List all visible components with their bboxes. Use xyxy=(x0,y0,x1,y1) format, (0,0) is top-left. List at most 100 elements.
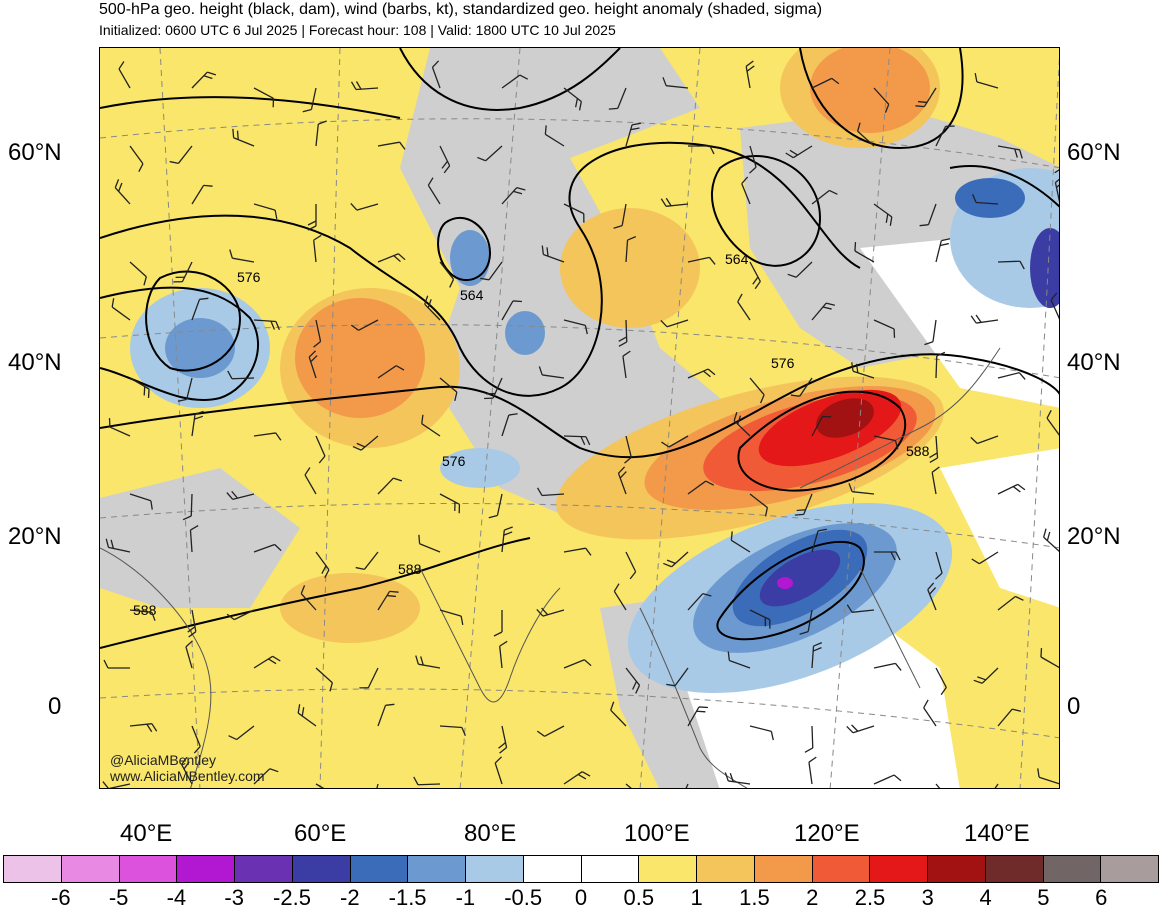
colorbar-label: -4 xyxy=(166,885,187,910)
wind-barb xyxy=(232,128,255,147)
wind-barb xyxy=(1050,292,1059,321)
wind-barb xyxy=(625,667,641,694)
lat-label-left: 40°N xyxy=(8,349,62,376)
wind-barb xyxy=(315,120,327,147)
wind-barb xyxy=(499,640,508,669)
wind-barb xyxy=(439,725,466,737)
wind-barb xyxy=(873,435,899,450)
warm-anomaly xyxy=(810,48,930,133)
wind-barb xyxy=(857,122,875,147)
wind-barb xyxy=(687,256,716,265)
wind-barb xyxy=(687,593,712,611)
wind-barb xyxy=(997,708,1021,727)
wind-barb xyxy=(359,667,379,689)
cool-anomaly xyxy=(759,549,841,607)
wind-barb xyxy=(315,435,326,464)
contour-label: 576 xyxy=(237,269,261,285)
wind-barb xyxy=(377,141,406,150)
colorbar-swatch xyxy=(1043,856,1102,882)
wind-barb xyxy=(350,203,379,211)
lat-label-right: 40°N xyxy=(1067,349,1121,376)
cool-anomaly xyxy=(450,230,490,286)
wind-barb xyxy=(873,662,902,671)
wind-barb xyxy=(935,238,951,263)
contour-label: 576 xyxy=(771,355,795,371)
wind-barb xyxy=(927,582,937,611)
colorbar-swatch xyxy=(177,856,235,882)
wind-barb xyxy=(253,655,281,669)
wind-barb xyxy=(302,87,317,113)
colorbar-swatch xyxy=(119,856,178,882)
colorbar-label: -2 xyxy=(340,885,360,910)
colorbar-label: -6 xyxy=(51,885,71,910)
wind-barb xyxy=(935,667,947,696)
wind-barb xyxy=(1037,768,1059,785)
wind-barb xyxy=(253,319,280,331)
wind-barb xyxy=(749,493,768,517)
wind-barb xyxy=(129,493,153,510)
wind-barb xyxy=(919,203,937,227)
contour-label: 588 xyxy=(398,561,422,577)
wind-barb xyxy=(749,609,771,629)
wind-barb xyxy=(488,493,503,519)
cool-anomaly xyxy=(777,577,793,589)
graticule xyxy=(100,48,1059,788)
wind-barb xyxy=(169,145,193,164)
wind-barb xyxy=(873,87,890,113)
wind-barb xyxy=(538,366,565,379)
wind-barb xyxy=(191,725,201,754)
colorbar-label: -1.5 xyxy=(388,885,427,910)
wind-barb xyxy=(494,756,503,785)
wind-barb xyxy=(727,651,751,669)
wind-barb xyxy=(103,659,130,669)
wind-barb xyxy=(997,260,1025,270)
colorbar-swatch xyxy=(985,856,1044,882)
wind-barb xyxy=(307,204,317,231)
wind-barb xyxy=(972,193,999,205)
wind-barb xyxy=(848,483,875,495)
wind-barb xyxy=(418,534,441,553)
wind-barb xyxy=(666,667,689,687)
wind-barb xyxy=(851,362,875,379)
wind-barb xyxy=(745,60,755,89)
wind-barb xyxy=(749,261,761,290)
wind-barb xyxy=(350,81,379,91)
colorbar-swatch xyxy=(1101,856,1158,882)
wind-barb xyxy=(1040,648,1059,669)
wind-barb xyxy=(253,203,278,219)
wind-barb xyxy=(191,410,204,437)
colorbar-label: 2.5 xyxy=(854,885,886,910)
wind-barb xyxy=(929,435,939,464)
wind-barb xyxy=(129,145,144,173)
wind-barb xyxy=(997,372,1026,380)
wind-barb xyxy=(439,261,455,288)
wind-barb xyxy=(129,377,150,398)
lon-label: 60°E xyxy=(294,820,347,847)
wind-barb xyxy=(501,413,518,437)
wind-barb xyxy=(129,609,156,621)
contour-label: 564 xyxy=(725,251,749,267)
colorbar-swatch xyxy=(61,856,120,882)
lon-label: 140°E xyxy=(964,820,1030,847)
wind-barb xyxy=(191,184,213,205)
lat-label-right: 60°N xyxy=(1067,139,1121,166)
wind-barb xyxy=(253,543,282,553)
colorbar-swatch xyxy=(870,856,928,882)
wind-barb xyxy=(111,298,131,321)
wind-barb xyxy=(563,435,591,446)
wind-barb xyxy=(253,87,275,108)
lat-label-left: 60°N xyxy=(8,139,62,166)
wind-barb xyxy=(501,526,513,553)
cool-anomaly xyxy=(505,311,545,355)
colorbar-label: 2 xyxy=(806,885,819,910)
colorbar-label: 5 xyxy=(1037,885,1050,910)
wind-barb xyxy=(424,295,441,321)
wind-barb xyxy=(663,551,689,568)
wind-barb xyxy=(185,640,193,669)
wind-barb xyxy=(118,61,131,89)
wind-barb xyxy=(563,771,591,785)
wind-barb xyxy=(749,377,765,404)
wind-barb xyxy=(873,774,902,785)
wind-barb xyxy=(625,236,637,263)
wind-barb xyxy=(661,435,689,448)
